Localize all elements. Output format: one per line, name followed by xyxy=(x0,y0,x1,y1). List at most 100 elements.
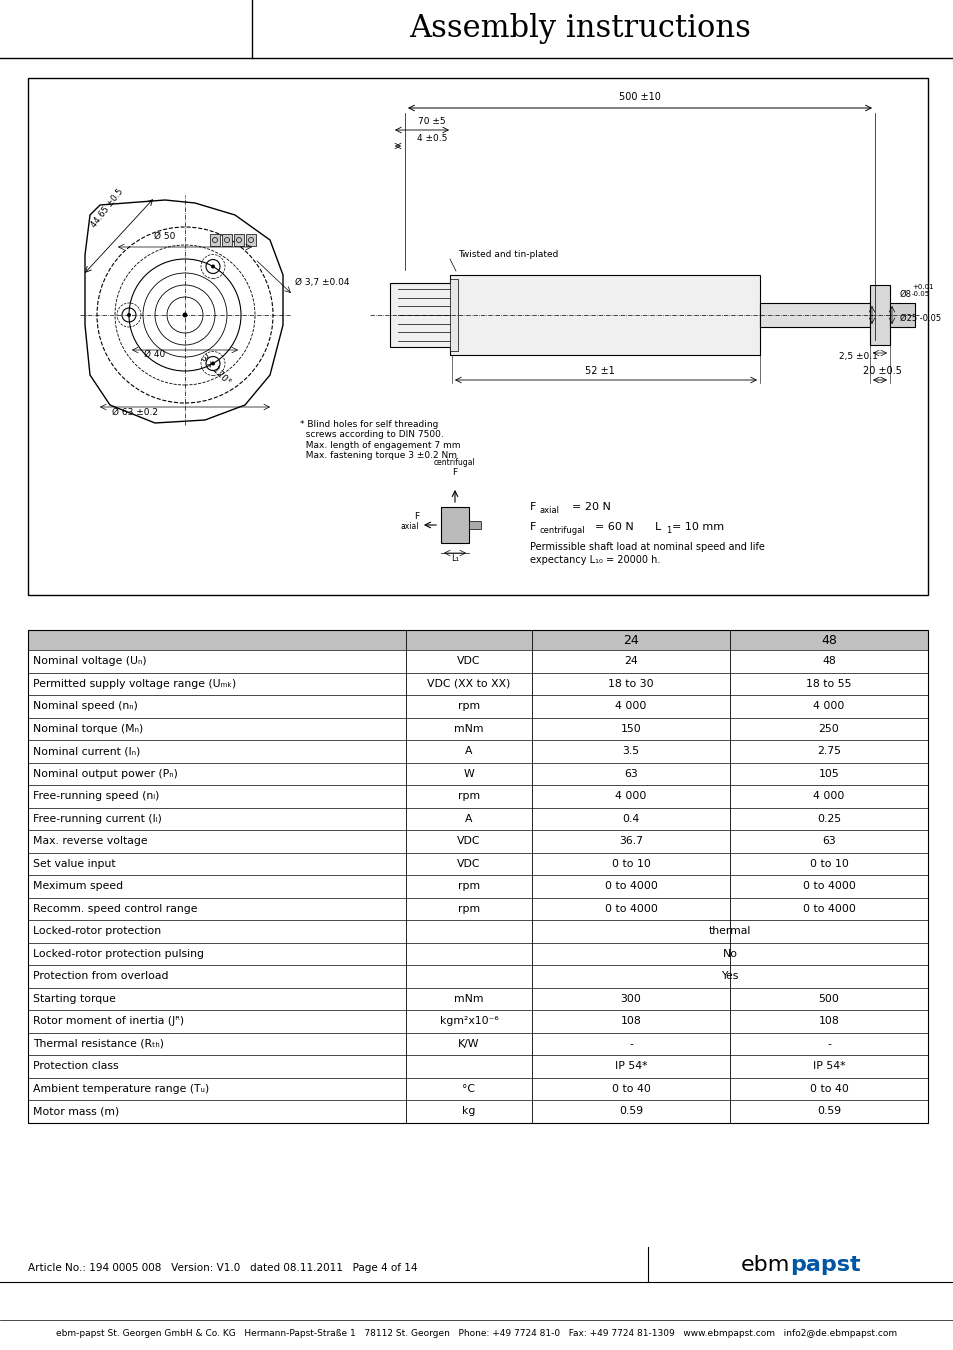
Bar xyxy=(210,234,220,246)
Text: Nominal output power (Pₙ): Nominal output power (Pₙ) xyxy=(33,768,177,779)
Text: Free-running speed (nₗ): Free-running speed (nₗ) xyxy=(33,791,159,802)
Text: 250: 250 xyxy=(818,724,839,734)
Text: 24: 24 xyxy=(622,633,639,647)
Text: Ø 50: Ø 50 xyxy=(154,232,175,242)
Text: 2,5 ±0.1: 2,5 ±0.1 xyxy=(838,352,877,360)
Text: F: F xyxy=(530,522,536,532)
Text: 300: 300 xyxy=(619,994,640,1004)
Text: 2.75: 2.75 xyxy=(816,747,841,756)
Bar xyxy=(222,234,232,246)
Text: -: - xyxy=(826,1038,830,1049)
Text: F: F xyxy=(414,512,418,521)
Text: = 60 N: = 60 N xyxy=(595,522,633,532)
Text: mNm: mNm xyxy=(454,724,483,734)
Text: 0 to 40: 0 to 40 xyxy=(611,1084,650,1094)
Text: VDC: VDC xyxy=(456,836,480,846)
Text: Permitted supply voltage range (Uₘₖ): Permitted supply voltage range (Uₘₖ) xyxy=(33,679,236,688)
Text: 4 000: 4 000 xyxy=(813,791,843,802)
Text: Meximum speed: Meximum speed xyxy=(33,882,123,891)
Bar xyxy=(233,234,244,246)
Text: 0.59: 0.59 xyxy=(618,1106,642,1116)
Text: 44.65 ±0.5: 44.65 ±0.5 xyxy=(89,186,125,230)
Text: F: F xyxy=(452,468,457,477)
Text: L₁: L₁ xyxy=(451,554,458,563)
Text: 63: 63 xyxy=(821,836,835,846)
Text: Yes: Yes xyxy=(720,971,738,981)
Text: Protection class: Protection class xyxy=(33,1061,118,1072)
Text: Ø25 -0.05: Ø25 -0.05 xyxy=(899,315,941,323)
Text: -: - xyxy=(628,1038,632,1049)
Bar xyxy=(469,521,480,529)
Text: Ambient temperature range (Tᵤ): Ambient temperature range (Tᵤ) xyxy=(33,1084,209,1094)
Text: A: A xyxy=(465,814,473,824)
Text: 18 to 55: 18 to 55 xyxy=(805,679,851,688)
Text: 0 to 4000: 0 to 4000 xyxy=(801,903,855,914)
Text: Max. reverse voltage: Max. reverse voltage xyxy=(33,836,148,846)
Text: F: F xyxy=(530,502,536,512)
Circle shape xyxy=(182,312,188,317)
Text: 4 000: 4 000 xyxy=(813,701,843,711)
Text: No: No xyxy=(721,949,737,958)
Text: 24: 24 xyxy=(623,656,638,667)
Text: Article No.: 194 0005 008   Version: V1.0   dated 08.11.2011   Page 4 of 14: Article No.: 194 0005 008 Version: V1.0 … xyxy=(28,1264,417,1273)
Text: 48: 48 xyxy=(821,656,835,667)
Text: ebm-papst St. Georgen GmbH & Co. KG   Hermann-Papst-Straße 1   78112 St. Georgen: ebm-papst St. Georgen GmbH & Co. KG Herm… xyxy=(56,1330,897,1338)
Text: Recomm. speed control range: Recomm. speed control range xyxy=(33,903,197,914)
Text: 52 ±1: 52 ±1 xyxy=(584,366,615,377)
Text: Motor mass (m): Motor mass (m) xyxy=(33,1106,119,1116)
Text: Ø 40: Ø 40 xyxy=(144,350,166,359)
Text: axial: axial xyxy=(400,522,418,531)
Text: 70 ±5: 70 ±5 xyxy=(417,117,445,126)
Text: rpm: rpm xyxy=(457,701,479,711)
Text: 500 ±10: 500 ±10 xyxy=(618,92,660,103)
Bar xyxy=(869,285,889,346)
Text: Thermal resistance (Rₜₕ): Thermal resistance (Rₜₕ) xyxy=(33,1038,164,1049)
Text: centrifugal: centrifugal xyxy=(539,526,585,535)
Text: 0 to 10: 0 to 10 xyxy=(809,859,847,869)
Bar xyxy=(390,284,452,347)
Text: kg: kg xyxy=(462,1106,476,1116)
Text: rpm: rpm xyxy=(457,791,479,802)
Text: 4 000: 4 000 xyxy=(615,701,646,711)
Text: W: W xyxy=(463,768,474,779)
Text: VDC: VDC xyxy=(456,859,480,869)
Text: VDC (XX to XX): VDC (XX to XX) xyxy=(427,679,510,688)
Text: 150: 150 xyxy=(620,724,640,734)
Bar xyxy=(28,630,927,1122)
Bar xyxy=(450,279,457,351)
Text: °C: °C xyxy=(462,1084,475,1094)
Text: 3.5: 3.5 xyxy=(621,747,639,756)
Text: Starting torque: Starting torque xyxy=(33,994,115,1004)
Text: 4 ±0.5: 4 ±0.5 xyxy=(416,134,447,143)
Text: 105: 105 xyxy=(818,768,839,779)
Text: kgm²x10⁻⁶: kgm²x10⁻⁶ xyxy=(439,1017,497,1026)
Bar xyxy=(760,302,869,327)
Text: rpm: rpm xyxy=(457,882,479,891)
Text: 0 to 4000: 0 to 4000 xyxy=(604,882,657,891)
Text: expectancy L₁₀ = 20000 h.: expectancy L₁₀ = 20000 h. xyxy=(530,555,659,566)
Text: 0 to 10: 0 to 10 xyxy=(611,859,650,869)
Text: Nominal current (Iₙ): Nominal current (Iₙ) xyxy=(33,747,140,756)
Text: ebm: ebm xyxy=(740,1256,789,1274)
Text: Permissible shaft load at nominal speed and life: Permissible shaft load at nominal speed … xyxy=(530,541,764,552)
Text: papst: papst xyxy=(789,1256,860,1274)
Circle shape xyxy=(211,265,214,269)
Text: Nominal speed (nₙ): Nominal speed (nₙ) xyxy=(33,701,138,711)
Text: * Blind holes for self threading
  screws according to DIN 7500.
  Max. length o: * Blind holes for self threading screws … xyxy=(299,420,460,460)
Text: IP 54*: IP 54* xyxy=(614,1061,646,1072)
Text: Rotor moment of inertia (Jᴿ): Rotor moment of inertia (Jᴿ) xyxy=(33,1017,184,1026)
Text: Locked-rotor protection: Locked-rotor protection xyxy=(33,926,161,937)
Text: Ø8: Ø8 xyxy=(899,290,911,298)
Text: 0 to 4000: 0 to 4000 xyxy=(604,903,657,914)
Text: = 10 mm: = 10 mm xyxy=(671,522,723,532)
Text: L: L xyxy=(647,522,660,532)
Text: 18 to 30: 18 to 30 xyxy=(608,679,653,688)
Text: 0.4: 0.4 xyxy=(621,814,639,824)
Bar xyxy=(246,234,255,246)
Text: 3 x 120°: 3 x 120° xyxy=(198,354,232,387)
Text: 0.59: 0.59 xyxy=(816,1106,841,1116)
Bar xyxy=(889,302,914,327)
Text: 1: 1 xyxy=(665,526,671,535)
Circle shape xyxy=(211,362,214,366)
Text: 63: 63 xyxy=(623,768,638,779)
